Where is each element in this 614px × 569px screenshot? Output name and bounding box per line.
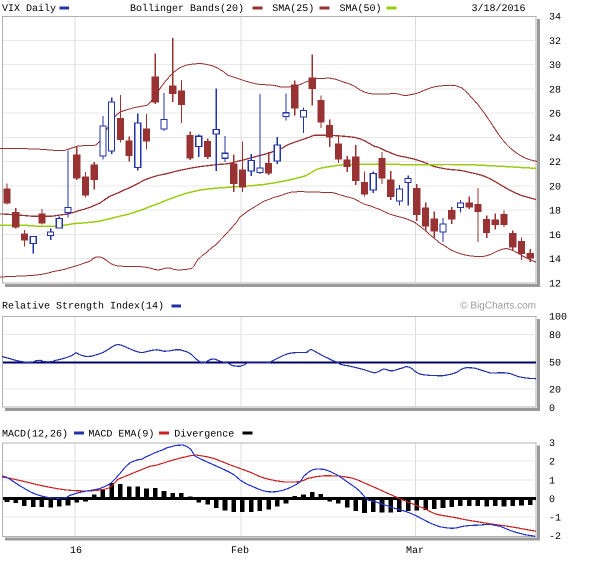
svg-text:16: 16 (70, 546, 82, 557)
svg-text:MACD(12,26): MACD(12,26) (2, 429, 68, 441)
svg-text:VIX Daily: VIX Daily (2, 3, 56, 15)
svg-text:-2: -2 (549, 532, 561, 543)
svg-text:34: 34 (549, 13, 561, 24)
svg-text:MACD EMA(9): MACD EMA(9) (88, 429, 154, 441)
svg-text:100: 100 (549, 313, 567, 324)
svg-text:2: 2 (549, 458, 555, 469)
svg-text:24: 24 (549, 134, 561, 145)
svg-text:30: 30 (549, 61, 561, 72)
svg-text:Mar: Mar (406, 546, 424, 557)
svg-text:26: 26 (549, 110, 561, 121)
svg-text:16: 16 (549, 231, 561, 242)
svg-text:Bollinger Bands(20): Bollinger Bands(20) (130, 3, 244, 15)
svg-text:SMA(50): SMA(50) (340, 3, 382, 15)
svg-text:Relative Strength Index(14): Relative Strength Index(14) (2, 301, 164, 313)
svg-text:18: 18 (549, 207, 561, 218)
svg-text:Feb: Feb (231, 545, 249, 557)
svg-text:SMA(25): SMA(25) (272, 3, 314, 15)
svg-text:20: 20 (549, 182, 561, 193)
svg-text:80: 80 (549, 331, 561, 342)
svg-text:3/18/2016: 3/18/2016 (472, 3, 526, 15)
svg-text:0: 0 (549, 495, 555, 506)
svg-text:1: 1 (549, 476, 555, 487)
svg-text:-1: -1 (549, 514, 561, 525)
svg-text:22: 22 (549, 158, 561, 169)
svg-text:Divergence: Divergence (174, 429, 234, 441)
svg-text:14: 14 (549, 255, 561, 266)
svg-text:50: 50 (549, 358, 561, 369)
svg-text:© BigCharts.com: © BigCharts.com (460, 301, 536, 312)
svg-text:0: 0 (549, 404, 555, 415)
svg-text:32: 32 (549, 37, 561, 48)
svg-text:28: 28 (549, 85, 561, 96)
svg-text:3: 3 (549, 439, 555, 450)
svg-text:20: 20 (549, 386, 561, 397)
svg-text:12: 12 (549, 279, 561, 290)
